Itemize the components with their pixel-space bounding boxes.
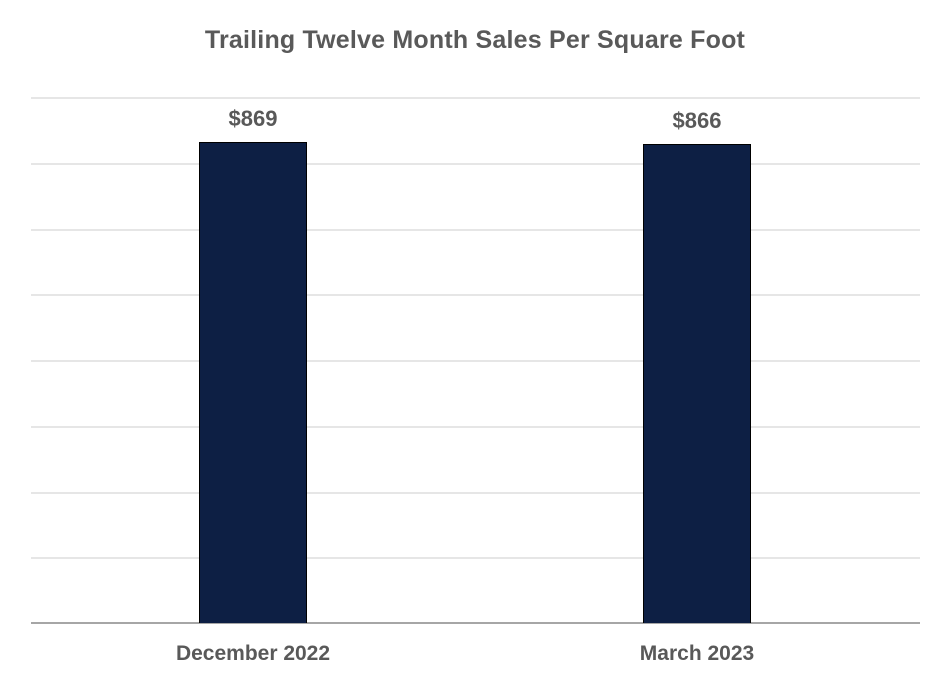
x-tick-label: December 2022 bbox=[175, 642, 331, 665]
data-label: $869 bbox=[228, 105, 278, 131]
gridline bbox=[31, 360, 920, 362]
gridline bbox=[31, 294, 920, 297]
gridline bbox=[31, 228, 920, 231]
x-tick-label: March 2023 bbox=[639, 642, 755, 665]
data-label: $866 bbox=[672, 107, 722, 133]
plot-area: $869 $866 bbox=[31, 97, 920, 624]
x-axis-line bbox=[31, 622, 920, 624]
gridline bbox=[31, 491, 920, 494]
bar bbox=[199, 141, 307, 623]
chart-title: Trailing Twelve Month Sales Per Square F… bbox=[204, 26, 746, 54]
gridline bbox=[31, 97, 920, 99]
gridline bbox=[31, 425, 920, 428]
bar bbox=[643, 143, 751, 623]
gridline bbox=[31, 162, 920, 165]
gridline bbox=[31, 557, 920, 560]
